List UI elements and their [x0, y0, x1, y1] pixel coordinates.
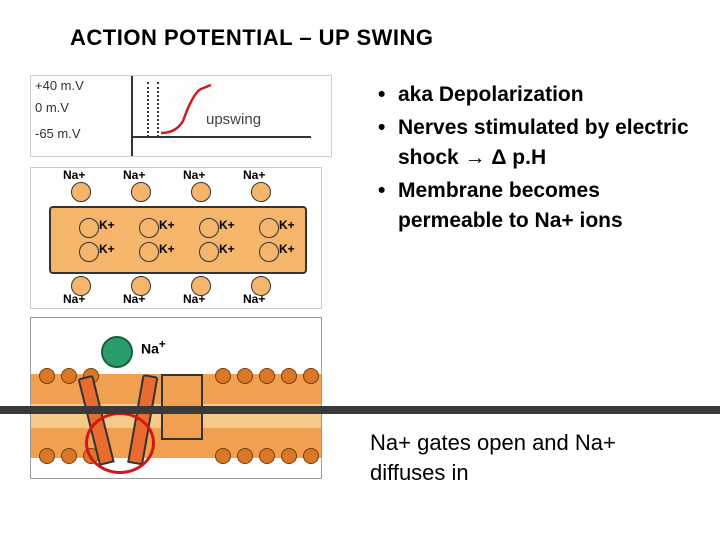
upswing-graph: +40 m.V 0 m.V -65 m.V upswing [30, 75, 332, 157]
lipid-head [303, 448, 319, 464]
lipid-head [281, 368, 297, 384]
sodium-label: Na+ [141, 338, 166, 357]
bullet-item: Nerves stimulated by electric shock → Δ … [370, 113, 690, 172]
k-ion [199, 242, 219, 262]
lipid-head [61, 448, 77, 464]
lipid-head [39, 448, 55, 464]
ytick-1: 0 m.V [35, 100, 69, 115]
bullet-item: aka Depolarization [370, 80, 690, 109]
bottom-caption: Na+ gates open and Na+ diffuses in [370, 428, 690, 487]
lipid-head [237, 448, 253, 464]
k-ion [139, 242, 159, 262]
lipid-head [61, 368, 77, 384]
na-ion [71, 182, 91, 202]
upswing-label: upswing [206, 111, 261, 128]
lipid-head [237, 368, 253, 384]
k-ion [139, 218, 159, 238]
sodium-ion [101, 336, 133, 368]
bullet-item: Membrane becomes permeable to Na+ ions [370, 176, 690, 235]
membrane-rect [49, 206, 307, 274]
bullet-list: aka Depolarization Nerves stimulated by … [370, 80, 690, 239]
k-ion [79, 242, 99, 262]
lipid-head [281, 448, 297, 464]
k-ion [199, 218, 219, 238]
left-column: +40 m.V 0 m.V -65 m.V upswing Na+ Na+ Na… [30, 75, 350, 479]
lipid-head [39, 368, 55, 384]
channel-diagram: Na+ [30, 317, 322, 479]
lipid-head [303, 368, 319, 384]
lipid-head [259, 448, 275, 464]
k-ion [259, 218, 279, 238]
slide: ACTION POTENTIAL – UP SWING +40 m.V 0 m.… [0, 0, 720, 540]
na-ion [191, 182, 211, 202]
lipid-head [259, 368, 275, 384]
lipid-head [215, 368, 231, 384]
highlight-circle [85, 412, 155, 474]
k-ion [259, 242, 279, 262]
floor-band [0, 406, 720, 414]
ytick-0: +40 m.V [35, 78, 84, 93]
axis-vertical [131, 76, 133, 156]
membrane-diagram: Na+ Na+ Na+ Na+ K+ K+ K+ K+ K+ K+ K+ K+ … [30, 167, 322, 309]
na-ion [131, 182, 151, 202]
time-marker-1 [147, 82, 150, 137]
time-marker-2 [157, 82, 160, 137]
slide-title: ACTION POTENTIAL – UP SWING [70, 25, 434, 51]
k-ion [79, 218, 99, 238]
na-ion [251, 182, 271, 202]
ytick-2: -65 m.V [35, 126, 81, 141]
lipid-head [215, 448, 231, 464]
